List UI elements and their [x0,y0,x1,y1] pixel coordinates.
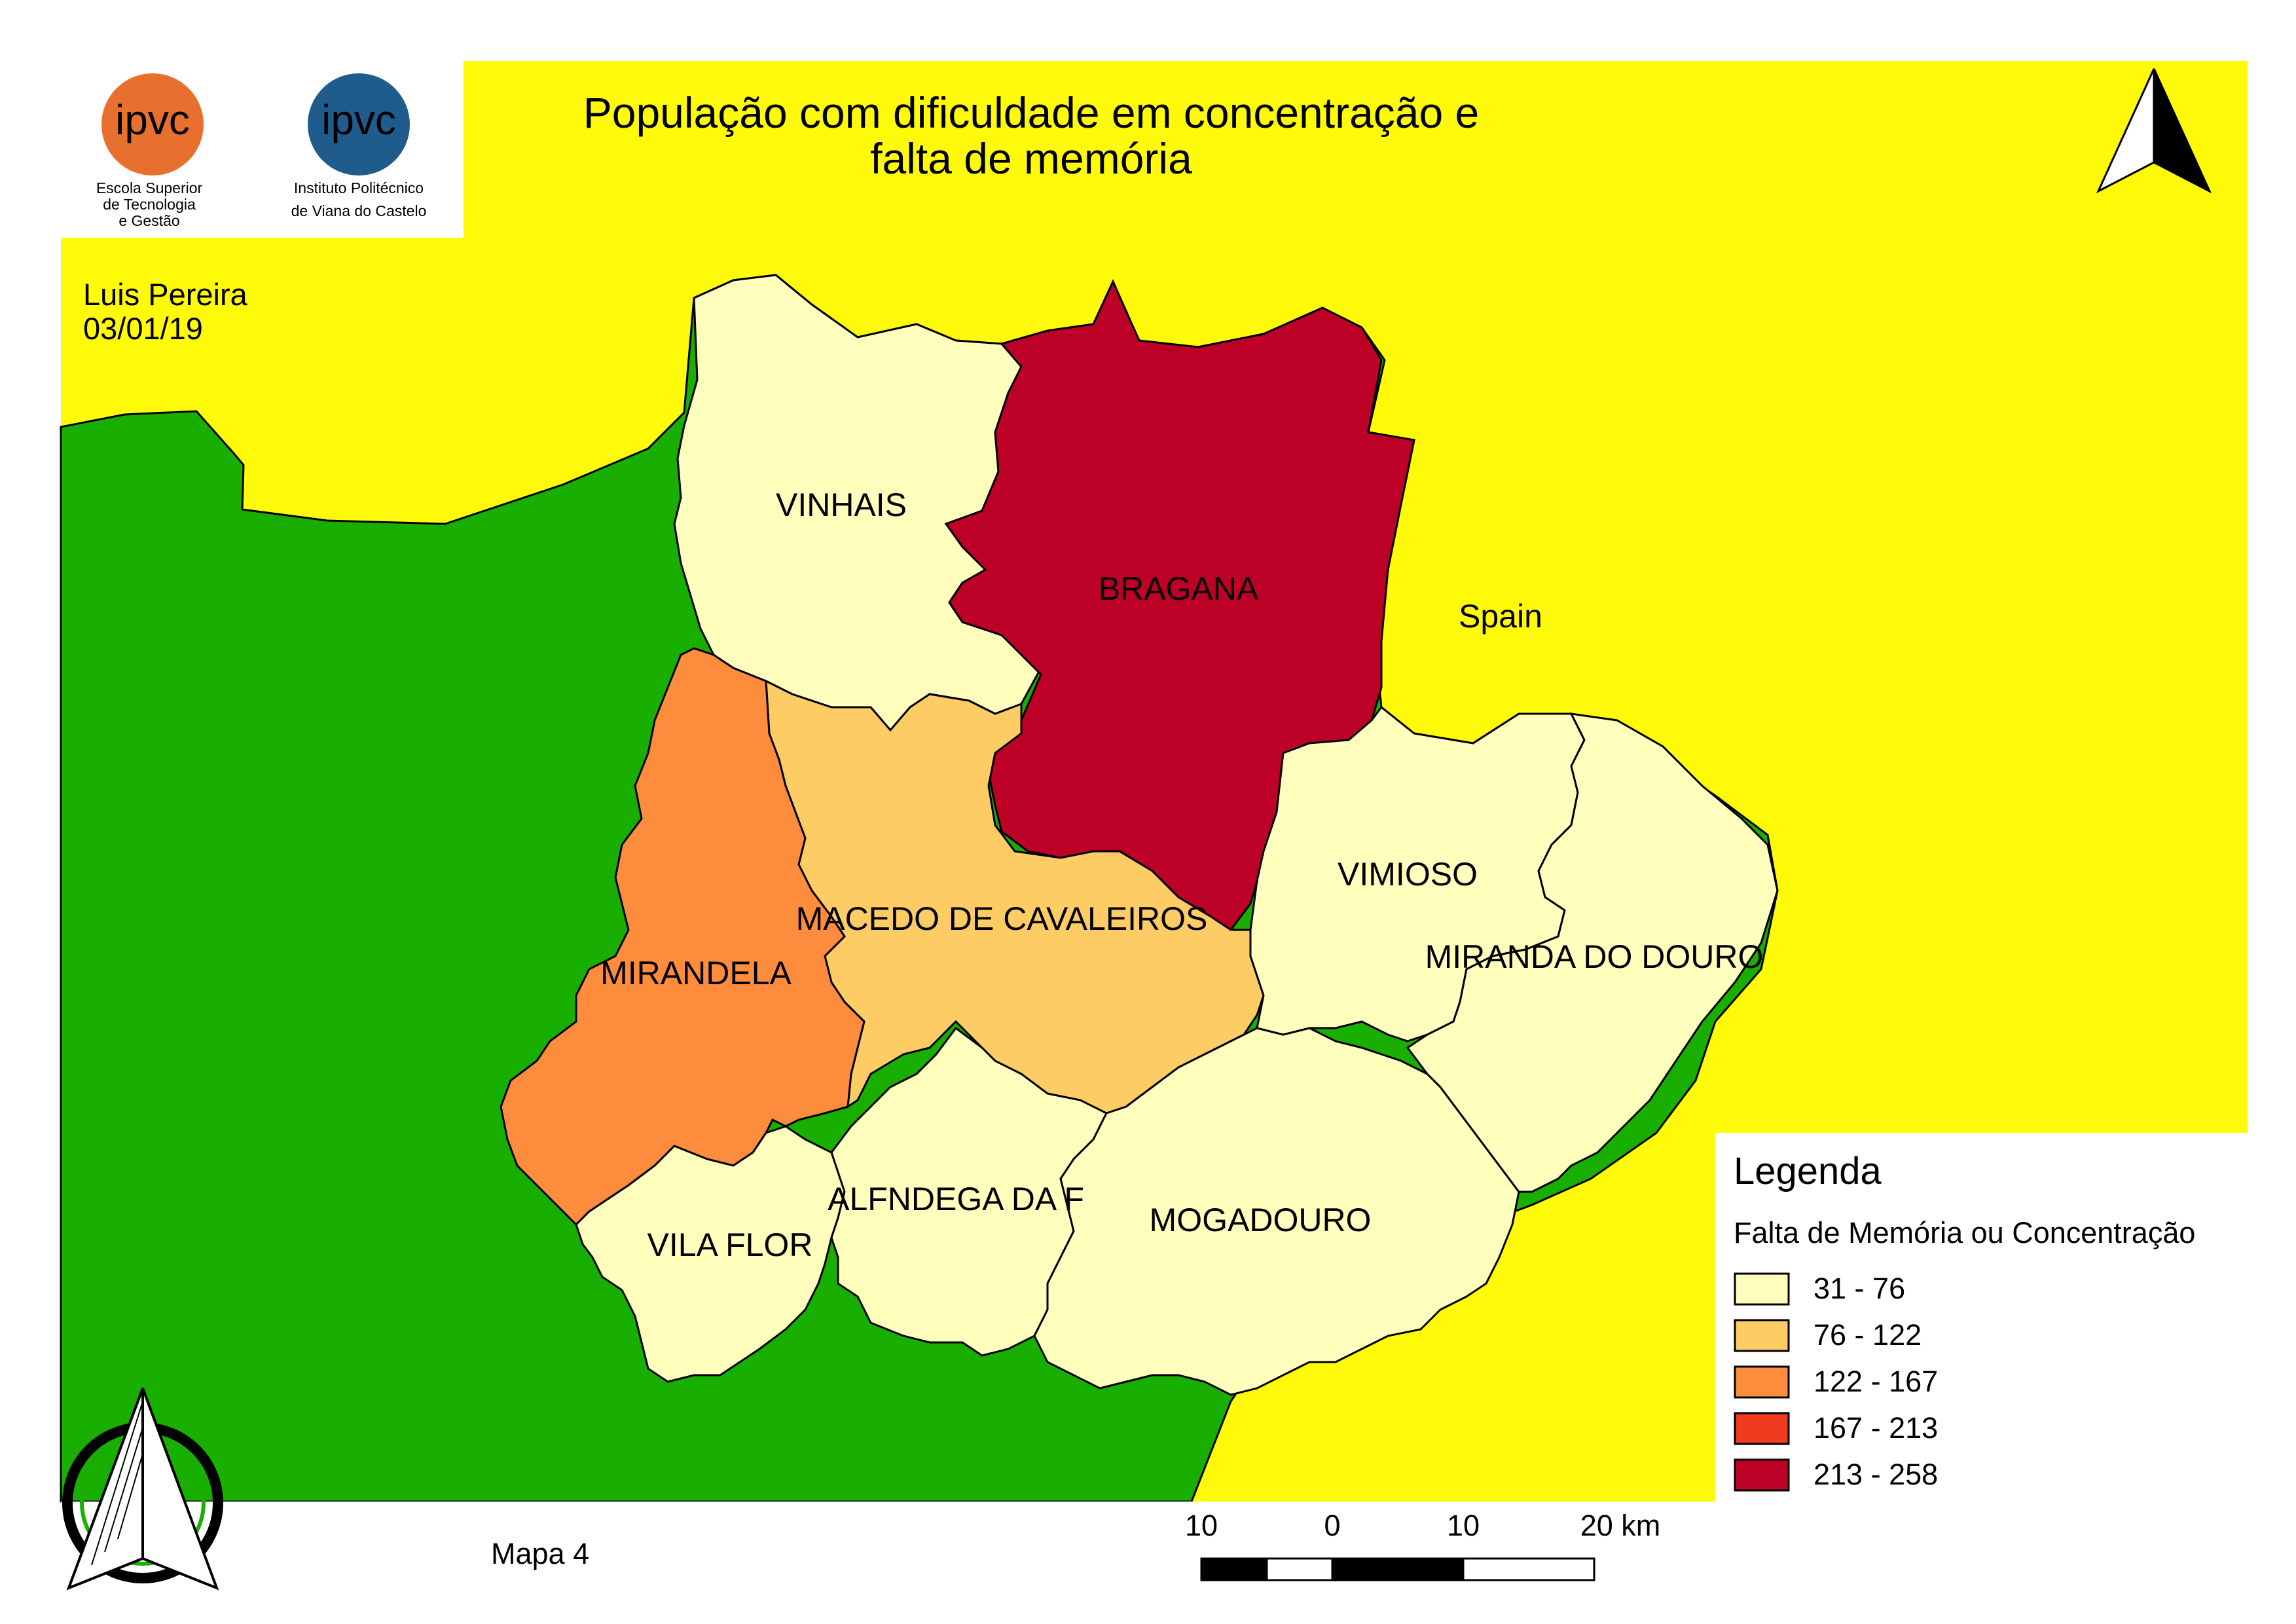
ipvc-text-line1: Instituto Politécnico [294,179,424,196]
legend-item-label: 167 - 213 [1813,1411,1938,1445]
estg-text-line3: e Gestão [118,212,179,229]
scale-label-4: 20 km [1580,1509,1661,1542]
north-arrow-icon [2096,68,2212,194]
scale-label-2: 0 [1324,1509,1340,1542]
legend-items: 31 - 76 76 - 122 122 - 167 167 - 213 213 - 2… [1734,1272,1938,1492]
estg-logo-icon [101,73,204,175]
label-vila-flor: VILA FLOR [647,1227,813,1263]
legend-item-label: 76 - 122 [1813,1318,1922,1352]
compass-icon [62,1388,223,1591]
map-date: 03/01/19 [83,311,203,346]
scale-bar: 10 0 10 20 km [1185,1509,1661,1581]
legend-swatch [1734,1458,1790,1492]
legend-swatch [1734,1412,1790,1445]
ipvc-logo-mark: ipvc [321,96,396,143]
legend-swatch [1734,1319,1790,1352]
label-mirandela: MIRANDELA [600,955,792,991]
label-mogadouro: MOGADOURO [1150,1202,1372,1238]
ipvc-text-line2: de Viana do Castelo [291,202,427,219]
estg-logo-mark: ipvc [115,96,190,143]
estg-logo: ipvc Escola Superior de Tecnologia e Ges… [96,73,204,229]
ipvc-logo-icon [308,73,410,175]
label-vimioso: VIMIOSO [1338,856,1478,893]
scale-label-3: 10 [1447,1509,1480,1542]
label-miranda-do-douro: MIRANDA DO DOURO [1425,938,1764,975]
label-vinhais: VINHAIS [776,487,907,523]
map-title-line2: falta de memória [870,134,1192,183]
label-macedo-de-cavaleiros: MACEDO DE CAVALEIROS [796,900,1208,937]
legend-subtitle: Falta de Memória ou Concentração [1734,1216,2195,1249]
map-number: Mapa 4 [491,1537,589,1570]
municipality-miranda-do-douro[interactable] [1406,712,1779,1193]
legend-title: Legenda [1734,1150,1882,1192]
country-label-spain: Spain [1459,598,1542,635]
estg-text-line2: de Tecnologia [103,196,196,213]
scale-label-1: 10 [1185,1509,1218,1542]
map-title-line1: População com dificuldade em concentraçã… [583,88,1480,137]
legend-swatch [1734,1272,1790,1306]
author-name: Luis Pereira [83,277,248,312]
ipvc-logo: ipvc Instituto Politécnico de Viana do C… [291,73,427,219]
legend-item-label: 31 - 76 [1813,1272,1905,1305]
legend-swatch [1734,1365,1790,1399]
municipality-vila-flor[interactable] [575,1125,852,1383]
bottom-margin [61,1502,2296,1624]
legend-item-label: 213 - 258 [1813,1458,1938,1491]
legend-item-label: 122 - 167 [1813,1365,1938,1398]
legend-panel [1715,1133,2296,1513]
label-alfandega-da-fe: ALFNDEGA DA F [828,1181,1084,1217]
estg-text-line1: Escola Superior [96,179,203,196]
municipality-vinhais[interactable] [673,274,1042,732]
label-braganca: BRAGANA [1099,570,1259,607]
